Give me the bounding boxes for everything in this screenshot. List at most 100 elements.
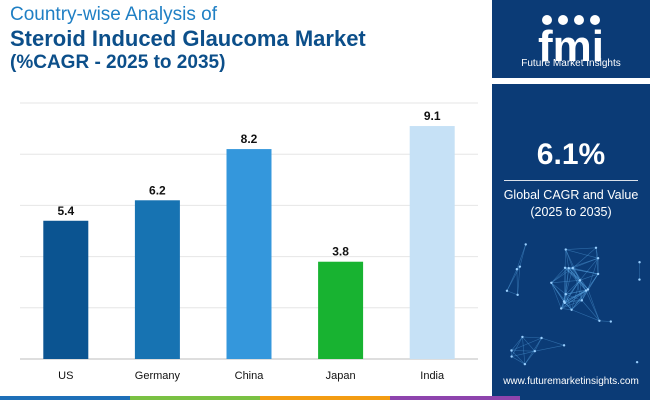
network-link: [571, 300, 583, 311]
network-link: [563, 268, 570, 302]
value-label-japan: 3.8: [332, 245, 349, 259]
network-node: [571, 266, 574, 270]
network-link: [561, 289, 589, 309]
network-link: [551, 282, 562, 309]
network-link: [565, 268, 570, 295]
network-link: [563, 280, 581, 302]
bar-chart: 5.4 6.2 8.2 3.8 9.1 US Germany China Japan India: [20, 102, 478, 382]
network-link: [587, 273, 599, 290]
network-node: [578, 279, 582, 282]
network-graphic: [505, 243, 641, 366]
value-label-us: 5.4: [57, 204, 74, 218]
network-node: [596, 257, 600, 260]
network-node: [523, 362, 527, 366]
network-link: [519, 244, 527, 267]
network-node: [570, 308, 573, 311]
network-node: [596, 272, 600, 276]
x-tick-labels: US Germany China Japan India: [58, 370, 445, 382]
chart-title: Country-wise Analysis of Steroid Induced…: [10, 4, 480, 74]
network-link: [551, 279, 580, 284]
network-link: [511, 350, 535, 357]
network-link: [511, 337, 542, 351]
network-link: [568, 268, 587, 291]
website-link[interactable]: www.futuremarketinsights.com: [503, 376, 639, 387]
footer-strip-segment: [390, 396, 520, 400]
network-link: [571, 280, 581, 310]
network-node: [516, 293, 519, 297]
network-node: [505, 289, 509, 292]
network-link: [551, 267, 569, 284]
global-cagr-label: Global CAGR and Value (2025 to 2035): [492, 187, 650, 221]
network-node: [562, 344, 566, 347]
network-link: [581, 300, 600, 321]
network-link: [587, 258, 599, 290]
network-link: [563, 267, 566, 302]
network-link: [524, 337, 542, 365]
network-node: [594, 246, 598, 250]
network-link: [572, 268, 583, 301]
value-label-china: 8.2: [241, 132, 258, 146]
title-line-1: Country-wise Analysis of: [10, 4, 217, 25]
network-node: [609, 320, 612, 323]
tick-label-india: India: [420, 370, 445, 382]
network-link: [517, 266, 521, 295]
bar-japan: [318, 261, 364, 359]
brand-tagline: Future Market Insights: [521, 58, 621, 69]
network-link: [516, 269, 518, 295]
network-node: [510, 355, 513, 358]
network-link: [551, 282, 566, 295]
network-link: [563, 294, 567, 302]
network-link: [572, 257, 599, 269]
network-node: [638, 261, 641, 264]
panel-divider: [492, 78, 650, 84]
network-link: [581, 290, 587, 301]
title-line-2: Steroid Induced Glaucoma Market: [10, 26, 366, 51]
network-node: [598, 319, 601, 323]
network-link: [564, 289, 589, 304]
network-link: [563, 300, 582, 302]
footer-strip-segment: [520, 396, 650, 400]
value-label-india: 9.1: [424, 109, 441, 123]
network-link: [579, 273, 599, 281]
summary-panel: fmi Future Market Insights 6.1% Global C…: [492, 0, 650, 400]
network-link: [522, 336, 536, 352]
kpi-label-line-2: (2025 to 2035): [530, 205, 612, 219]
bar-us: [43, 220, 89, 359]
footer-strip-segment: [130, 396, 260, 400]
network-link: [551, 267, 573, 284]
network-link: [551, 282, 565, 302]
network-link: [516, 244, 527, 270]
network-link: [563, 290, 587, 302]
network-link: [561, 308, 572, 311]
network-link: [511, 350, 526, 365]
network-link: [579, 258, 599, 281]
value-labels: 5.4 6.2 8.2 3.8 9.1: [57, 109, 440, 259]
network-link: [511, 350, 535, 352]
global-cagr-value: 6.1%: [536, 138, 606, 171]
network-link: [581, 273, 599, 301]
network-node: [540, 336, 543, 340]
network-link: [564, 302, 572, 310]
network-node: [560, 307, 563, 310]
bars: [43, 126, 455, 359]
bar-india: [409, 126, 455, 359]
value-label-germany: 6.2: [149, 183, 166, 197]
network-node: [580, 299, 584, 302]
network-node: [550, 281, 553, 285]
network-link: [565, 249, 574, 269]
network-node: [563, 266, 567, 269]
network-link: [568, 267, 599, 275]
network-link: [564, 300, 582, 304]
network-node: [638, 278, 641, 281]
network-link: [565, 280, 581, 295]
tick-label-us: US: [58, 370, 73, 382]
network-link: [565, 290, 587, 295]
title-line-3: (%CAGR - 2025 to 2035): [10, 52, 226, 73]
network-link: [572, 267, 581, 281]
network-link: [579, 280, 583, 301]
network-node: [533, 349, 537, 353]
network-link: [595, 247, 599, 259]
bar-germany: [134, 200, 180, 359]
footer-strip-segment: [260, 396, 390, 400]
network-link: [565, 249, 599, 259]
